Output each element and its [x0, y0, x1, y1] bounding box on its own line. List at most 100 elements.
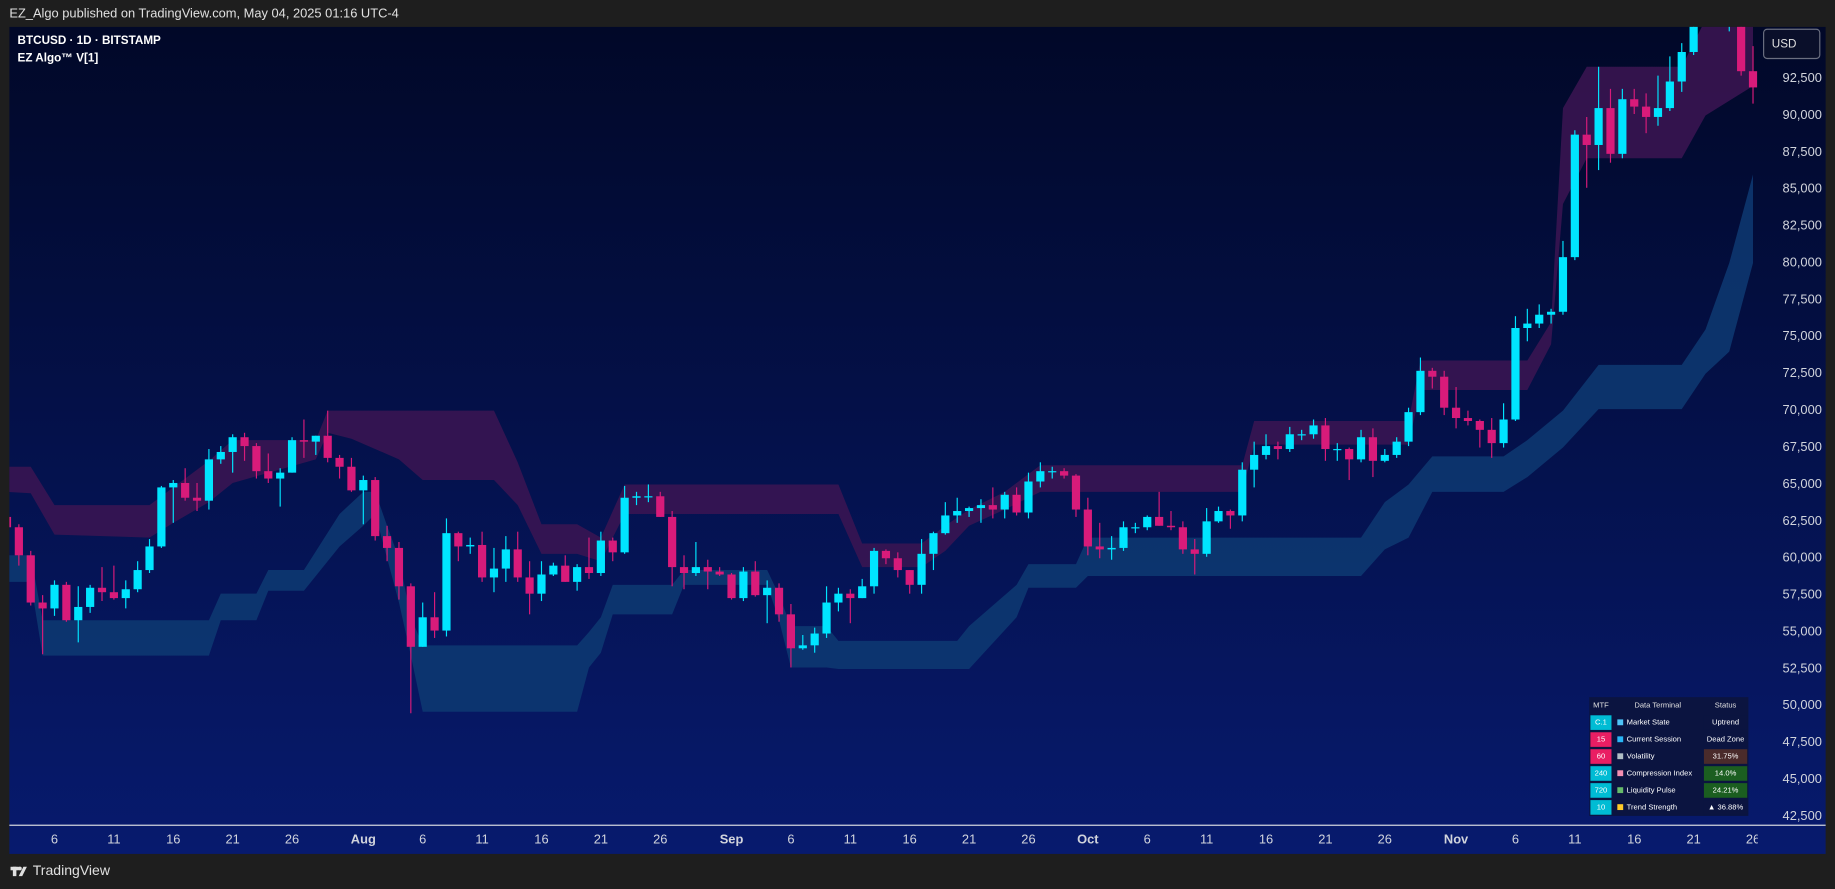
- body: [1238, 469, 1247, 516]
- body: [1261, 446, 1271, 455]
- body: [846, 593, 855, 599]
- body: [1119, 527, 1128, 548]
- x-tick-label: 26: [285, 831, 299, 846]
- body: [964, 508, 974, 512]
- x-tick-label: 11: [1568, 831, 1581, 846]
- status-cell: [1703, 800, 1748, 815]
- body: [109, 592, 118, 599]
- x-tick-label: 6: [1144, 831, 1151, 846]
- mtf: 15: [1597, 735, 1605, 744]
- body: [1083, 509, 1092, 547]
- metric: Trend Strength: [1627, 802, 1677, 811]
- body: [299, 440, 309, 442]
- icon: [1617, 719, 1624, 726]
- status: 31.75%: [1713, 752, 1739, 761]
- body: [38, 602, 47, 609]
- body: [145, 546, 154, 571]
- table-header: Status: [1715, 701, 1737, 710]
- body: [691, 567, 700, 574]
- body: [311, 435, 320, 442]
- body: [1523, 323, 1532, 329]
- currency[interactable]: USD: [1772, 38, 1797, 51]
- body: [774, 587, 784, 615]
- body: [1202, 521, 1211, 554]
- x-tick-label: 11: [107, 831, 120, 846]
- y-tick-label: 92,500: [1783, 70, 1822, 85]
- body: [1214, 511, 1223, 522]
- status-cell: [1703, 749, 1748, 764]
- y-tick-label: 42,500: [1783, 808, 1822, 823]
- body: [1024, 481, 1033, 513]
- body: [442, 533, 451, 631]
- body: [644, 496, 653, 498]
- body: [1416, 370, 1425, 413]
- y-tick-label: 87,500: [1783, 144, 1822, 159]
- body: [549, 565, 558, 575]
- x-tick-label: 6: [787, 831, 794, 846]
- y-tick-label: 72,500: [1783, 365, 1822, 380]
- body: [584, 567, 594, 574]
- status-cell: [1703, 715, 1748, 730]
- body: [1689, 26, 1698, 52]
- body: [1071, 475, 1081, 510]
- body: [608, 540, 617, 553]
- body: [1630, 99, 1639, 107]
- body: [1190, 549, 1199, 554]
- x-tick-label: 26: [1746, 831, 1760, 846]
- body: [382, 536, 392, 548]
- body: [14, 527, 23, 556]
- x-tick-label: 16: [166, 831, 180, 846]
- body: [1440, 376, 1449, 408]
- mtf: 10: [1597, 802, 1605, 811]
- mtf-cell: [1590, 783, 1612, 798]
- y-tick-label: 77,500: [1783, 291, 1822, 306]
- body: [715, 571, 724, 575]
- y-tick-label: 75,000: [1783, 328, 1822, 343]
- x-tick-label: 11: [475, 831, 488, 846]
- body: [1166, 525, 1176, 528]
- currency-button[interactable]: [1763, 28, 1821, 60]
- status: Uptrend: [1712, 718, 1739, 727]
- body: [74, 606, 83, 621]
- body: [1309, 425, 1318, 435]
- body: [1558, 257, 1568, 312]
- body: [1451, 407, 1461, 419]
- indicator: EZ Algo™ V[1]: [18, 52, 99, 65]
- metric: Current Session: [1627, 735, 1681, 744]
- body: [1060, 471, 1069, 476]
- body: [97, 587, 107, 593]
- mtf-cell: [1590, 800, 1612, 815]
- body: [489, 568, 499, 578]
- body: [204, 459, 214, 501]
- body: [1618, 99, 1627, 154]
- icon: [1617, 770, 1624, 777]
- body: [157, 487, 166, 547]
- y-tick-label: 45,000: [1783, 771, 1822, 786]
- mtf: C.1: [1595, 718, 1607, 727]
- body: [858, 586, 867, 599]
- body: [121, 589, 130, 599]
- y-tick-label: 47,500: [1783, 734, 1822, 749]
- mtf-cell: [1590, 715, 1612, 730]
- body: [347, 466, 356, 491]
- x-tick-label: 21: [1318, 831, 1332, 846]
- body: [466, 544, 475, 547]
- x-tick-label: 21: [1686, 831, 1700, 846]
- body: [727, 574, 736, 599]
- body: [430, 617, 439, 631]
- y-tick-label: 85,000: [1783, 181, 1822, 196]
- x-tick-label: 16: [534, 831, 548, 846]
- body: [1748, 71, 1758, 88]
- body: [1012, 494, 1021, 513]
- body: [1653, 108, 1663, 117]
- body: [1546, 311, 1556, 315]
- body: [525, 577, 534, 594]
- y-tick-label: 65,000: [1783, 476, 1822, 491]
- body: [679, 567, 689, 574]
- body: [668, 516, 677, 568]
- body: [1356, 437, 1366, 460]
- body: [1665, 81, 1674, 109]
- mtf-cell: [1590, 749, 1612, 764]
- body: [893, 558, 902, 571]
- body: [228, 437, 237, 452]
